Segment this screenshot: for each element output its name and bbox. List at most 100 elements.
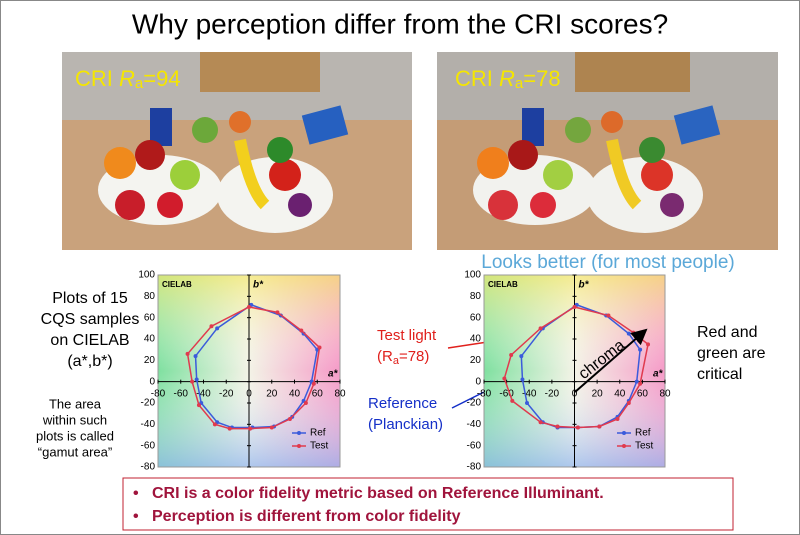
note-line: The area — [49, 396, 102, 411]
y-tick-label: 20 — [144, 355, 156, 366]
y-tick-label: -40 — [467, 419, 482, 430]
note-line: Red and — [697, 324, 758, 341]
point — [194, 377, 199, 382]
x-axis-label: a* — [653, 368, 664, 379]
y-tick-label: 40 — [470, 334, 482, 345]
x-tick-label: -20 — [219, 388, 234, 399]
caption: Looks better (for most people) — [481, 252, 734, 273]
point — [185, 351, 190, 356]
note-line: critical — [697, 366, 742, 383]
note-line: “gamut area” — [38, 444, 112, 459]
y-tick-label: -60 — [141, 440, 156, 451]
photo-label: CRI Ra=78 — [455, 66, 561, 92]
point — [303, 401, 308, 405]
x-tick-label: -60 — [174, 388, 189, 399]
point — [190, 379, 195, 384]
y-axis-label: b* — [579, 280, 590, 291]
point — [193, 354, 198, 359]
reference-label: Reference — [368, 395, 437, 412]
point — [520, 377, 525, 382]
point — [631, 330, 636, 335]
point — [248, 426, 253, 431]
point — [626, 331, 631, 336]
x-tick-label: -60 — [499, 388, 514, 399]
y-axis-label: b* — [253, 280, 264, 291]
y-tick-label: -80 — [467, 462, 482, 473]
point — [215, 326, 220, 331]
point — [287, 417, 292, 421]
y-tick-label: 80 — [144, 291, 156, 302]
x-tick-label: 80 — [334, 388, 346, 399]
point — [311, 381, 316, 386]
y-tick-label: 60 — [144, 312, 156, 323]
legend-marker — [622, 444, 626, 448]
bullet: Perception is different from color fidel… — [152, 508, 461, 525]
plot: -80-60-40-20020406080-80-60-40-200204060… — [138, 270, 346, 473]
legend-label: Test — [310, 441, 329, 452]
legend-label: Ref — [635, 428, 651, 439]
y-tick-label: 0 — [149, 376, 155, 387]
x-tick-label: 20 — [592, 388, 604, 399]
point — [227, 426, 232, 431]
point — [299, 328, 304, 333]
x-tick-label: -40 — [522, 388, 537, 399]
x-tick-label: 20 — [266, 388, 278, 399]
x-tick-label: 60 — [637, 388, 649, 399]
point — [209, 324, 214, 329]
x-tick-label: 40 — [289, 388, 301, 399]
slide-title: Why perception differ from the CRI score… — [132, 8, 668, 39]
note-line: green are — [697, 345, 766, 362]
y-tick-label: -20 — [141, 398, 156, 409]
y-tick-label: 40 — [144, 334, 156, 345]
bullet-mark: • — [133, 508, 139, 525]
point — [597, 424, 602, 429]
chart-label: CIELAB — [162, 280, 192, 289]
bullet: CRI is a color fidelity metric based on … — [152, 485, 604, 502]
bullet-mark: • — [133, 485, 139, 502]
legend-marker — [297, 444, 301, 448]
y-tick-label: -80 — [141, 462, 156, 473]
note-line: Plots of 15 — [52, 290, 128, 307]
note-line: (a*,b*) — [67, 353, 112, 370]
point — [555, 424, 560, 429]
point — [510, 398, 515, 403]
point — [524, 401, 529, 405]
photo-label: CRI Ra=94 — [75, 66, 181, 92]
series-line — [194, 304, 319, 429]
point — [509, 353, 514, 357]
y-tick-label: -20 — [467, 398, 482, 409]
point — [275, 310, 280, 315]
point — [646, 342, 651, 347]
point — [626, 401, 631, 405]
arrow — [574, 328, 648, 393]
x-tick-label: -20 — [545, 388, 560, 399]
point — [538, 420, 543, 425]
y-tick-label: 80 — [470, 291, 482, 302]
x-tick-label: 60 — [312, 388, 324, 399]
legend-marker — [622, 431, 626, 435]
x-tick-label: -40 — [196, 388, 211, 399]
series-line — [186, 306, 321, 430]
note-line: plots is called — [36, 428, 114, 443]
photo-left — [62, 52, 412, 250]
test-light-ra: (Ra=78) — [377, 348, 429, 367]
y-tick-label: 60 — [470, 312, 482, 323]
y-tick-label: -60 — [467, 440, 482, 451]
test-light-label: Test light — [377, 327, 437, 344]
legend-label: Ref — [310, 428, 326, 439]
y-tick-label: 100 — [464, 270, 481, 281]
point — [615, 417, 620, 421]
reference-label: (Planckian) — [368, 416, 443, 433]
point — [502, 376, 507, 381]
bullet-box — [122, 477, 734, 531]
point — [638, 381, 643, 386]
point — [519, 354, 524, 359]
note-line: on CIELAB — [50, 332, 129, 349]
point — [269, 425, 274, 430]
note-line: CQS samples — [41, 311, 140, 328]
note-line: within such — [42, 412, 107, 427]
x-axis-label: a* — [328, 368, 339, 379]
point — [247, 305, 251, 309]
point — [634, 379, 639, 384]
